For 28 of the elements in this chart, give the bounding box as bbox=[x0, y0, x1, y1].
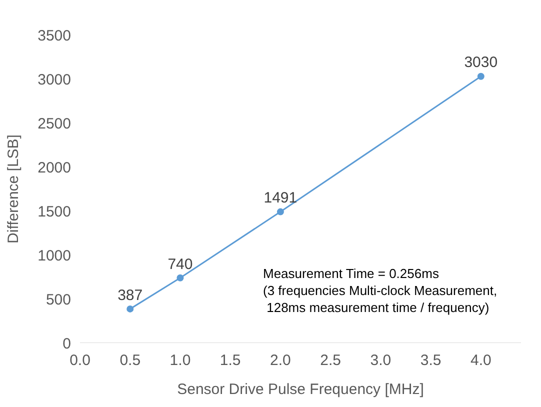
data-label: 1491 bbox=[264, 190, 298, 207]
data-label: 3030 bbox=[464, 54, 498, 72]
x-tick-label: 2.5 bbox=[320, 352, 341, 369]
x-axis-title: Sensor Drive Pulse Frequency [MHz] bbox=[177, 381, 424, 398]
data-label: 740 bbox=[168, 256, 193, 273]
point bbox=[276, 208, 284, 216]
y-tick-label: 3500 bbox=[38, 27, 71, 44]
y-tick-label: 1500 bbox=[38, 203, 71, 220]
y-tick-label: 0 bbox=[62, 335, 71, 352]
x-tick-label: 0.0 bbox=[70, 352, 90, 369]
x-tick-label: 1.0 bbox=[170, 352, 191, 369]
x-tick-label: 1.5 bbox=[220, 352, 241, 369]
point bbox=[477, 72, 484, 80]
y-axis-title: Difference [LSB] bbox=[4, 134, 22, 244]
x-tick-label: 3.0 bbox=[370, 352, 392, 369]
x-tick-label: 3.5 bbox=[420, 352, 442, 369]
y-tick-label: 2500 bbox=[38, 115, 71, 132]
x-tick-label: 0.5 bbox=[120, 352, 141, 369]
data-label: 387 bbox=[118, 286, 143, 304]
point bbox=[176, 274, 184, 282]
x-tick-label: 4.0 bbox=[470, 352, 492, 369]
x-tick-label: 2.0 bbox=[270, 352, 291, 369]
y-tick-label: 3000 bbox=[38, 71, 71, 88]
y-tick-label: 2000 bbox=[38, 159, 71, 176]
point bbox=[126, 305, 134, 312]
y-tick-label: 1000 bbox=[38, 247, 71, 264]
annotation: Measurement Time = 0.256ms (3 frequencies Multi-clock Measurement, 128ms measurement time / frequency) bbox=[263, 266, 498, 315]
y-tick-label: 500 bbox=[46, 291, 71, 308]
